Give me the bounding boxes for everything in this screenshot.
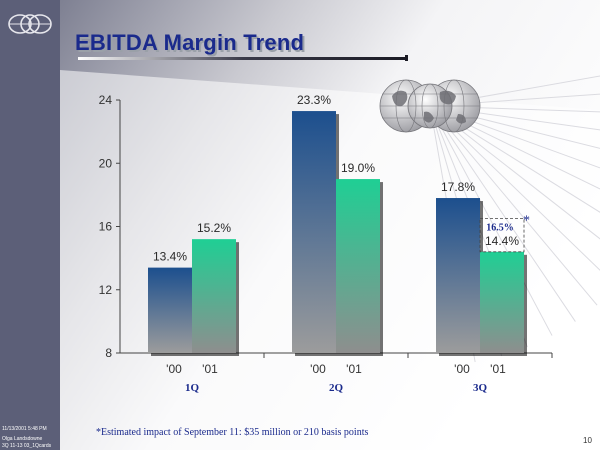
data-label: 23.3%: [297, 93, 331, 107]
data-label: 17.8%: [441, 180, 475, 194]
y-tick-label: 8: [105, 346, 112, 360]
y-tick-label: 12: [99, 283, 113, 297]
y-axis: 8 12 16 20 24: [99, 93, 121, 360]
meta-line-1: 11/13/2001 5:48 PM: [2, 426, 47, 432]
series-tick-label: '00: [166, 362, 182, 376]
category-label: 3Q: [473, 382, 488, 394]
bar-2q-2001: [336, 179, 380, 353]
footnote: *Estimated impact of September 11: $35 m…: [96, 427, 369, 438]
category-label: 1Q: [185, 382, 200, 394]
bar-1q-2000: [148, 267, 192, 353]
annotation-asterisk: *: [523, 214, 530, 229]
bar-1q-2001: [192, 239, 236, 353]
light-ray: [429, 105, 600, 240]
light-ray: [429, 105, 600, 271]
series-tick-label: '01: [346, 362, 362, 376]
bar-3q-2001: [480, 251, 524, 353]
annotation-dashed-box: [479, 218, 525, 253]
data-label: 13.4%: [153, 250, 187, 264]
data-labels: 13.4% 15.2% 23.3% 19.0% 17.8% 14.4%: [153, 93, 519, 264]
title-underline: [78, 57, 408, 60]
light-ray: [429, 105, 576, 322]
title-underline-cap: [405, 55, 408, 61]
meta-line-3: 3Q 11-13 03_1Qcards: [2, 443, 52, 449]
annotation-label: 16.5%: [486, 223, 514, 234]
series-tick-label: '01: [490, 362, 506, 376]
data-label: 19.0%: [341, 161, 375, 175]
series-tick-label: '00: [454, 362, 470, 376]
page-title: EBITDA Margin Trend: [75, 30, 305, 55]
bars: [148, 111, 527, 356]
data-label: 14.4%: [485, 234, 519, 248]
meta-line-2: Olga Landsdowne: [2, 436, 43, 442]
y-tick-label: 20: [99, 156, 113, 170]
annotation: 16.5% *: [479, 214, 530, 253]
company-logo: [8, 14, 52, 34]
light-ray: [429, 105, 553, 336]
globe-logo-graphic: [379, 79, 481, 133]
bar-2q-2000: [292, 111, 336, 353]
left-band: [0, 0, 60, 450]
data-label: 15.2%: [197, 221, 231, 235]
page-number: 10: [583, 436, 592, 445]
y-tick-label: 24: [99, 93, 113, 107]
bar-3q-2000: [436, 198, 480, 353]
y-tick-label: 16: [99, 220, 113, 234]
light-ray: [429, 105, 598, 306]
series-tick-label: '01: [202, 362, 218, 376]
category-label: 2Q: [329, 382, 344, 394]
series-tick-label: '00: [310, 362, 326, 376]
